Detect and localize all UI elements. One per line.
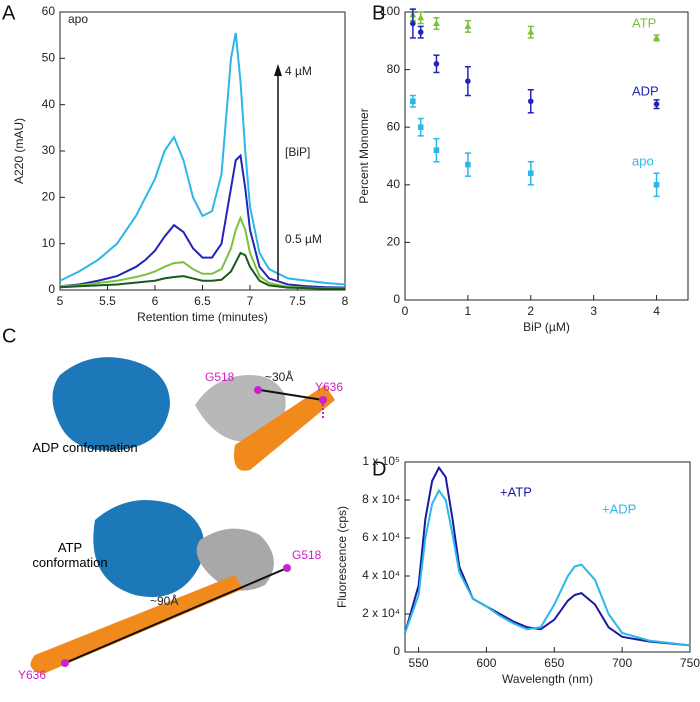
y-tick-label: 1 x 10⁵ — [362, 454, 400, 468]
plot-area — [59, 32, 346, 290]
panel-letter: B — [372, 2, 385, 24]
x-tick-label: 550 — [409, 656, 429, 670]
residue-label: Y636 — [18, 668, 46, 682]
point — [527, 28, 535, 35]
series-label: +ADP — [602, 501, 636, 516]
y-tick-label: 0 — [393, 292, 400, 306]
x-axis-label: BiP (µM) — [523, 320, 570, 334]
point — [527, 170, 534, 177]
annotation: 0.5 µM — [285, 232, 322, 246]
y-axis-label: Fluorescence (cps) — [335, 506, 349, 608]
point — [527, 98, 534, 105]
panel-letter: A — [2, 2, 16, 24]
line-series — [404, 465, 691, 647]
x-tick-label: 3 — [590, 304, 597, 318]
point — [653, 101, 660, 107]
x-tick-label: 1 — [465, 304, 472, 318]
point — [417, 29, 424, 35]
x-tick-label: 2 — [527, 304, 534, 318]
residue-label: G518 — [205, 370, 235, 384]
series-label: apo — [632, 153, 654, 168]
x-tick-label: 0 — [402, 304, 409, 318]
y-tick-label: 20 — [42, 190, 56, 204]
residue-label: G518 — [292, 548, 322, 562]
plot-frame — [404, 461, 691, 653]
annotation: [BiP] — [285, 145, 310, 159]
point — [465, 161, 471, 168]
panel-letter: C — [2, 325, 16, 347]
plot-frame — [404, 11, 689, 301]
x-tick-label: 8 — [342, 294, 349, 308]
adp-structure: G518 ~30Å Y636 ADP conformation — [32, 357, 343, 471]
x-tick-label: 750 — [680, 656, 700, 670]
y-tick-label: 0 — [48, 282, 55, 296]
y-tick-label: 4 x 10⁴ — [362, 568, 400, 582]
y-axis-label: Percent Monomer — [357, 108, 371, 203]
point — [465, 78, 471, 84]
line-series — [59, 32, 346, 286]
point — [433, 147, 440, 154]
line-series — [59, 251, 345, 290]
x-tick-label: 7.5 — [289, 294, 306, 308]
conformation-label: ADP conformation — [32, 440, 138, 455]
y-tick-label: 80 — [387, 62, 401, 76]
x-tick-label: 700 — [612, 656, 632, 670]
distance-label: ~30Å — [265, 369, 293, 384]
series-label: ATP — [632, 15, 656, 30]
x-tick-label: 600 — [476, 656, 496, 670]
y-tick-label: 40 — [387, 177, 401, 191]
y-tick-label: 10 — [42, 236, 56, 250]
point — [433, 61, 440, 67]
atp-structure: G518 ~90Å Y636 ATP conformation — [18, 500, 322, 682]
point — [410, 20, 416, 27]
annotation: 4 µM — [285, 64, 312, 78]
conformation-label: ATP conformation — [32, 540, 108, 570]
y-tick-label: 100 — [380, 4, 400, 18]
y-tick-label: 40 — [42, 97, 56, 111]
arrow-head — [274, 64, 282, 76]
point — [653, 34, 661, 41]
x-tick-label: 6 — [152, 294, 159, 308]
panel-letter: D — [372, 458, 386, 480]
panel-c: C G518 ~30Å Y636 ADP conformation G518 ~… — [2, 325, 343, 682]
plot-area — [409, 8, 661, 198]
x-axis-label: Wavelength (nm) — [502, 672, 593, 686]
line-series — [59, 153, 346, 289]
x-tick-label: 650 — [544, 656, 564, 670]
y-tick-label: 60 — [387, 119, 401, 133]
series-label: +ATP — [500, 484, 532, 499]
y-tick-label: 8 x 10⁴ — [362, 492, 400, 506]
point — [464, 22, 472, 29]
residue-label: Y636 — [315, 380, 343, 394]
y-tick-label: 60 — [42, 4, 56, 18]
y-tick-label: 30 — [42, 143, 56, 157]
y-tick-label: 2 x 10⁴ — [362, 606, 400, 620]
x-tick-label: 6.5 — [194, 294, 211, 308]
x-axis-label: Retention time (minutes) — [137, 310, 268, 324]
x-tick-label: 5.5 — [99, 294, 116, 308]
y-tick-label: 6 x 10⁴ — [362, 530, 400, 544]
point — [417, 14, 425, 21]
y-tick-label: 0 — [393, 644, 400, 658]
plot-area — [404, 465, 691, 647]
x-tick-label: 4 — [653, 304, 660, 318]
point — [653, 182, 660, 188]
point — [410, 98, 416, 105]
y-tick-label: 50 — [42, 51, 56, 65]
distance-label: ~90Å — [150, 593, 178, 608]
y-axis-label: A220 (mAU) — [12, 118, 26, 184]
x-tick-label: 7 — [247, 294, 254, 308]
point — [417, 124, 424, 130]
series-label: ADP — [632, 83, 659, 98]
line-series — [404, 488, 691, 647]
y-tick-label: 20 — [387, 235, 401, 249]
point — [432, 20, 440, 27]
annotation: apo — [68, 12, 88, 26]
line-series — [59, 215, 345, 290]
x-tick-label: 5 — [57, 294, 64, 308]
